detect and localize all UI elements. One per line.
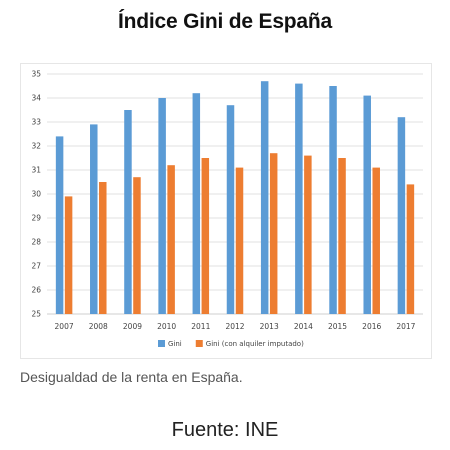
legend-label-gini-imputado: Gini (con alquiler imputado) bbox=[206, 340, 304, 348]
y-tick-label-26: 26 bbox=[31, 286, 41, 295]
x-tick-label-2009: 2009 bbox=[123, 322, 142, 331]
bar-gini-2007 bbox=[55, 136, 64, 314]
y-tick-label-29: 29 bbox=[31, 214, 41, 223]
x-tick-label-2012: 2012 bbox=[225, 322, 244, 331]
bar-gini-2016 bbox=[363, 95, 371, 314]
bar-gini-imputado-2009 bbox=[133, 177, 141, 314]
x-tick-label-2014: 2014 bbox=[294, 322, 313, 331]
x-tick-label-2008: 2008 bbox=[89, 322, 108, 331]
x-tick-label-2015: 2015 bbox=[328, 322, 347, 331]
legend-swatch-gini-imputado bbox=[195, 340, 203, 347]
x-tick-label-2010: 2010 bbox=[157, 322, 176, 331]
bar-gini-imputado-2012 bbox=[235, 167, 244, 314]
bar-gini-2012 bbox=[226, 105, 235, 314]
bar-gini-imputado-2008 bbox=[99, 182, 107, 314]
bar-gini-2011 bbox=[192, 93, 201, 314]
y-tick-label-28: 28 bbox=[31, 238, 41, 247]
bar-gini-2014 bbox=[295, 83, 303, 314]
y-tick-label-30: 30 bbox=[31, 190, 41, 199]
source-note: Fuente: INE bbox=[171, 419, 279, 441]
grid-lines bbox=[47, 73, 423, 315]
bar-gini-imputado-2015 bbox=[338, 158, 346, 314]
bar-gini-2013 bbox=[260, 81, 269, 314]
legend-label-gini: Gini bbox=[168, 340, 182, 348]
x-tick-label-2016: 2016 bbox=[362, 322, 381, 331]
x-tick-label-2017: 2017 bbox=[396, 322, 415, 331]
bar-gini-2009 bbox=[124, 110, 132, 314]
x-tick-label-2011: 2011 bbox=[191, 322, 210, 331]
bar-gini-imputado-2010 bbox=[167, 165, 175, 314]
bar-gini-2010 bbox=[158, 98, 166, 314]
bars bbox=[55, 81, 415, 315]
legend-swatch-gini bbox=[158, 340, 165, 347]
y-tick-label-35: 35 bbox=[31, 70, 41, 79]
bar-gini-imputado-2016 bbox=[372, 167, 380, 314]
bar-gini-2008 bbox=[90, 124, 98, 315]
bar-gini-imputado-2013 bbox=[269, 153, 278, 314]
bar-gini-imputado-2017 bbox=[406, 184, 415, 314]
y-tick-label-32: 32 bbox=[31, 142, 41, 151]
y-tick-label-31: 31 bbox=[31, 166, 41, 175]
bar-gini-2017 bbox=[397, 117, 406, 314]
x-tick-label-2013: 2013 bbox=[260, 322, 279, 331]
page-title: Índice Gini de España bbox=[117, 10, 333, 33]
legend: Gini Gini (con alquiler imputado) bbox=[158, 340, 304, 348]
y-axis-ticks: 25 26 27 28 29 30 31 32 33 34 35 bbox=[31, 70, 41, 319]
y-tick-label-34: 34 bbox=[31, 94, 41, 103]
bar-gini-imputado-2014 bbox=[304, 155, 312, 314]
bar-gini-2015 bbox=[329, 86, 337, 314]
y-tick-label-33: 33 bbox=[31, 118, 41, 127]
x-tick-label-2007: 2007 bbox=[55, 322, 74, 331]
y-tick-label-27: 27 bbox=[31, 262, 41, 271]
bar-gini-imputado-2007 bbox=[64, 196, 73, 314]
chart-caption: Desigualdad de la renta en España. bbox=[20, 369, 243, 385]
chart-frame: 25 26 27 28 29 30 31 32 33 34 35 2007 2008 2009 2010 2… bbox=[20, 63, 432, 359]
x-axis-ticks: 2007 2008 2009 2010 2011 2012 2013 2014 2015 2016… bbox=[55, 322, 416, 331]
y-tick-label-25: 25 bbox=[31, 310, 41, 319]
bar-gini-imputado-2011 bbox=[201, 158, 210, 314]
